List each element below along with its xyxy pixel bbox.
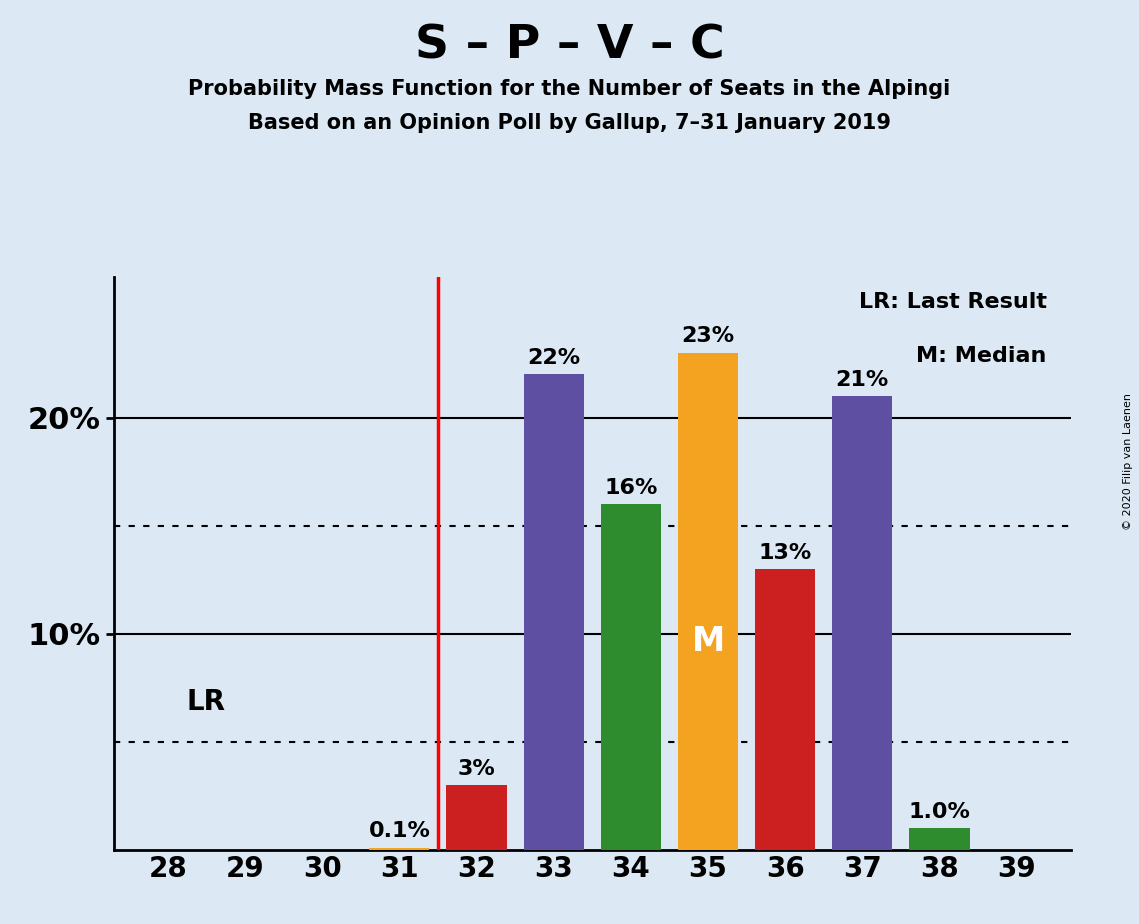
Text: 21%: 21%: [836, 370, 888, 390]
Bar: [524, 374, 584, 850]
Text: LR: Last Result: LR: Last Result: [859, 292, 1047, 311]
Text: Based on an Opinion Poll by Gallup, 7–31 January 2019: Based on an Opinion Poll by Gallup, 7–31…: [248, 113, 891, 133]
Text: LR: LR: [187, 688, 226, 716]
Text: 3%: 3%: [458, 759, 495, 779]
Text: © 2020 Filip van Laenen: © 2020 Filip van Laenen: [1123, 394, 1133, 530]
Bar: [755, 569, 816, 850]
Bar: [369, 848, 429, 850]
Text: 22%: 22%: [527, 348, 580, 368]
Text: M: M: [691, 625, 724, 658]
Text: 0.1%: 0.1%: [368, 821, 431, 842]
Bar: [678, 353, 738, 850]
Text: 13%: 13%: [759, 542, 812, 563]
Text: S – P – V – C: S – P – V – C: [415, 23, 724, 68]
Bar: [909, 829, 969, 850]
Text: M: Median: M: Median: [917, 346, 1047, 366]
Bar: [833, 396, 893, 850]
Bar: [446, 785, 507, 850]
Text: Probability Mass Function for the Number of Seats in the Alpingi: Probability Mass Function for the Number…: [188, 79, 951, 99]
Text: 23%: 23%: [681, 326, 735, 346]
Text: 1.0%: 1.0%: [909, 802, 970, 822]
Bar: [600, 505, 661, 850]
Text: 16%: 16%: [604, 478, 657, 498]
